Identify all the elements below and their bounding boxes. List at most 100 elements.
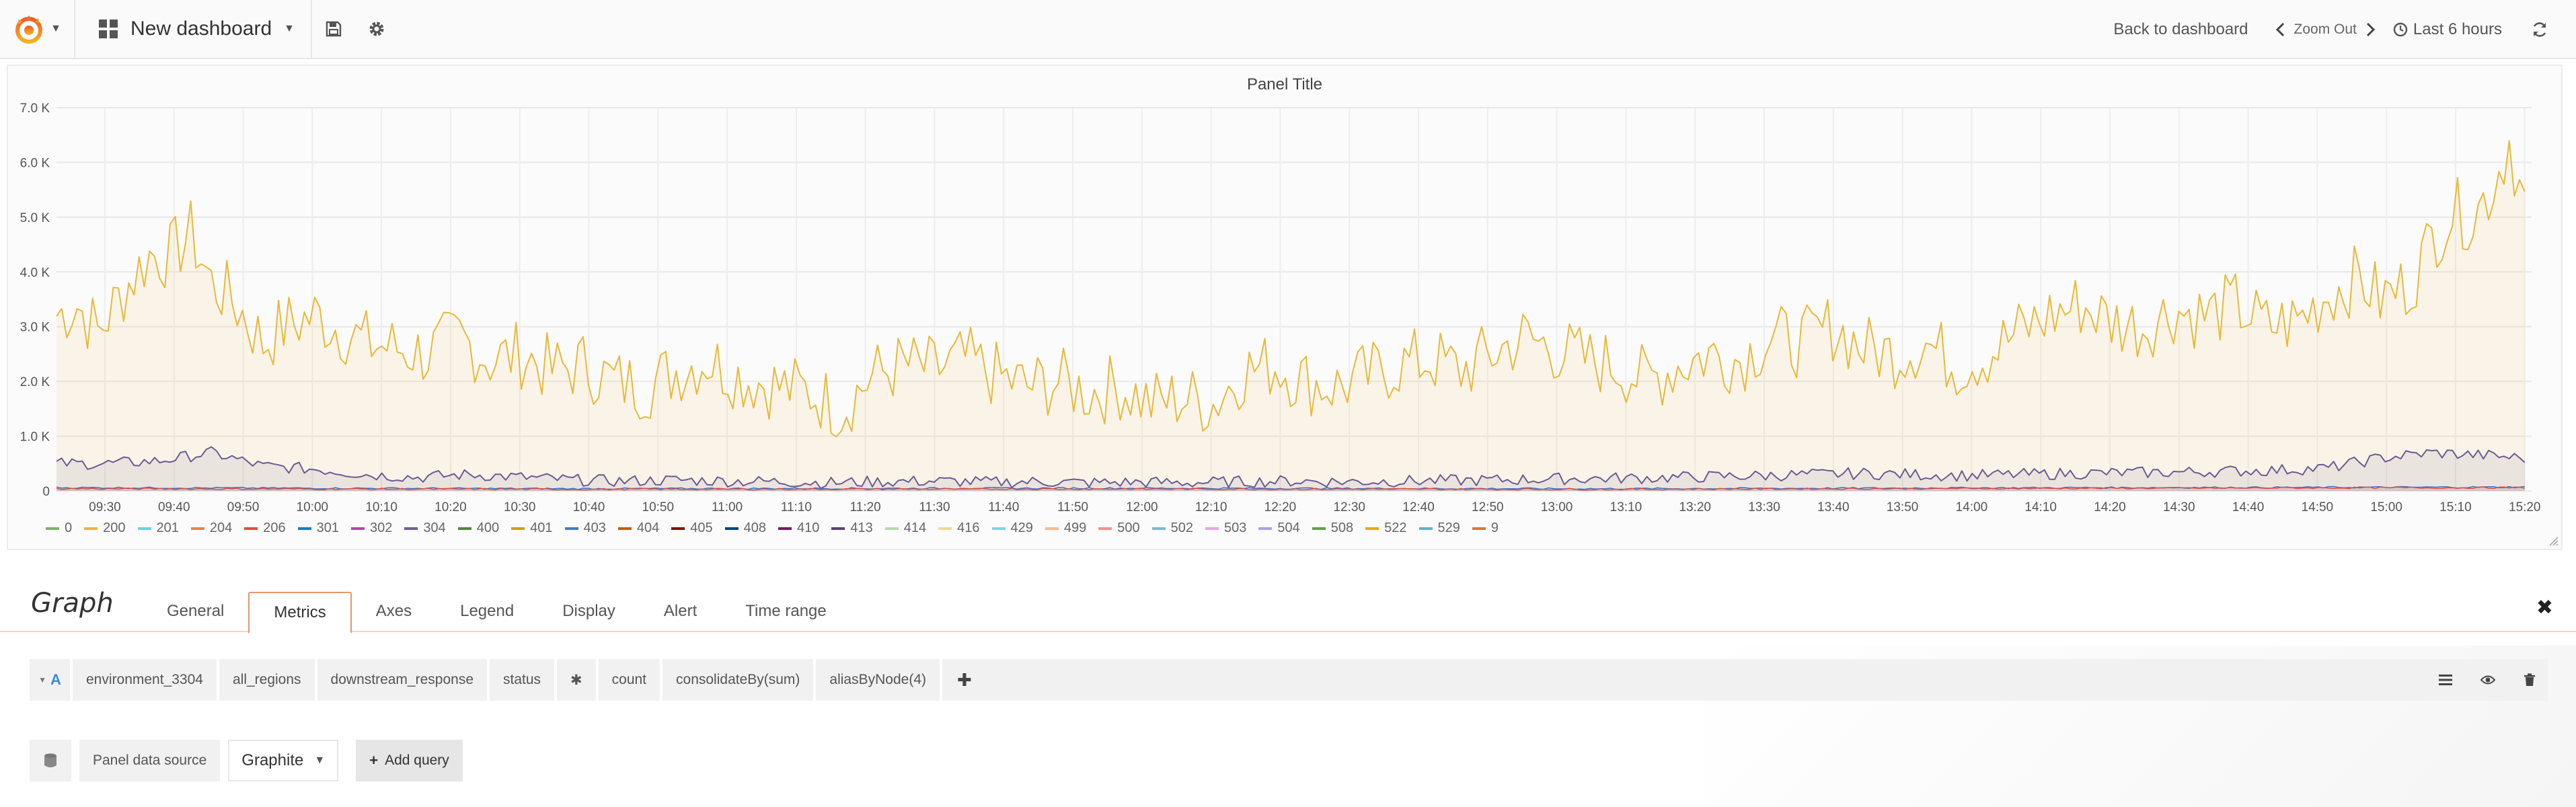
- query-segment[interactable]: environment_3304: [70, 659, 217, 701]
- legend-item[interactable]: 499: [1045, 521, 1086, 536]
- series-line-500: [56, 486, 2525, 491]
- legend-swatch: [1418, 527, 1433, 530]
- y-tick-label: 1.0 K: [20, 430, 50, 445]
- legend-item[interactable]: 504: [1258, 521, 1300, 536]
- legend-swatch: [46, 527, 59, 530]
- refresh-button[interactable]: [2518, 0, 2561, 59]
- legend-item[interactable]: 413: [831, 521, 873, 536]
- x-tick-label: 12:10: [1195, 500, 1227, 514]
- legend-swatch: [938, 527, 952, 530]
- query-ref-toggle[interactable]: ▼ A: [30, 671, 70, 689]
- trash-icon[interactable]: [2524, 673, 2536, 687]
- panel-title[interactable]: Panel Title: [1246, 75, 1323, 93]
- legend-swatch: [1098, 527, 1112, 530]
- legend-item[interactable]: 200: [84, 521, 126, 536]
- y-tick-label: 7.0 K: [20, 102, 50, 116]
- back-to-dashboard-link[interactable]: Back to dashboard: [2113, 20, 2248, 38]
- chevron-right-icon[interactable]: [2366, 22, 2376, 37]
- zoom-controls: Zoom Out: [2265, 22, 2386, 38]
- time-range-picker[interactable]: Last 6 hours: [2386, 20, 2518, 39]
- legend-item[interactable]: 416: [938, 521, 980, 536]
- dashboard-title-button[interactable]: New dashboard ▼: [75, 0, 312, 59]
- legend-item[interactable]: 410: [778, 521, 819, 536]
- add-query-button[interactable]: + Add query: [356, 740, 463, 781]
- x-tick-label: 10:00: [297, 500, 329, 514]
- legend-item[interactable]: 0: [46, 521, 72, 536]
- query-segment[interactable]: status: [487, 659, 555, 701]
- legend-label: 429: [1010, 521, 1033, 535]
- datasource-row: Panel data source Graphite ▼ + Add query: [30, 740, 463, 781]
- query-function[interactable]: consolidateBy(sum): [660, 659, 814, 701]
- top-navbar: ▼ New dashboard ▼ Back to dashboard Zoom…: [0, 0, 2576, 59]
- tab-metrics[interactable]: Metrics: [248, 592, 352, 633]
- zoom-out-button[interactable]: Zoom Out: [2294, 22, 2357, 37]
- legend-label: 410: [797, 521, 820, 535]
- legend-item[interactable]: 502: [1151, 521, 1193, 536]
- legend-item[interactable]: 500: [1098, 521, 1140, 536]
- tab-general[interactable]: General: [167, 602, 225, 620]
- legend-item[interactable]: 304: [404, 521, 446, 536]
- tab-time-range[interactable]: Time range: [745, 602, 827, 620]
- legend-item[interactable]: 522: [1365, 521, 1407, 536]
- tab-alert[interactable]: Alert: [663, 602, 697, 620]
- eye-icon[interactable]: [2480, 675, 2495, 685]
- graph-legend: 0 200 201 204 206 301 302 304 400 401 403 404 405 408…: [46, 521, 1511, 536]
- x-tick-label: 14:20: [2094, 500, 2126, 514]
- graph-chart[interactable]: 0 1.0 K 2.0 K 3.0 K 4.0 K 5.0 K 6.0 K 7.0 K 09:3…: [8, 66, 2561, 516]
- x-tick-label: 10:30: [504, 500, 536, 514]
- legend-swatch: [457, 527, 471, 530]
- legend-item[interactable]: 301: [297, 521, 339, 536]
- legend-item[interactable]: 403: [564, 521, 606, 536]
- add-function-button[interactable]: ✚: [940, 659, 987, 701]
- x-tick-label: 14:10: [2024, 500, 2057, 514]
- query-segment[interactable]: all_regions: [216, 659, 315, 701]
- legend-swatch: [244, 527, 258, 530]
- refresh-icon: [2533, 22, 2546, 37]
- legend-item[interactable]: 404: [617, 521, 659, 536]
- tab-display[interactable]: Display: [562, 602, 615, 620]
- tab-legend[interactable]: Legend: [460, 602, 515, 620]
- close-icon[interactable]: ✖: [2536, 597, 2553, 619]
- x-tick-label: 12:40: [1402, 500, 1435, 514]
- legend-item[interactable]: 429: [991, 521, 1033, 536]
- legend-item[interactable]: 405: [671, 521, 713, 536]
- x-tick-label: 11:40: [988, 500, 1019, 514]
- legend-item[interactable]: 206: [244, 521, 286, 536]
- legend-item[interactable]: 503: [1205, 521, 1246, 536]
- grafana-menu-button[interactable]: ▼: [0, 0, 75, 59]
- save-dashboard-button[interactable]: [312, 0, 355, 59]
- settings-button[interactable]: [355, 0, 398, 59]
- legend-label: 9: [1490, 521, 1499, 535]
- tab-axes[interactable]: Axes: [375, 602, 412, 620]
- x-tick-label: 12:50: [1472, 500, 1504, 514]
- legend-item[interactable]: 508: [1312, 521, 1353, 536]
- legend-item[interactable]: 401: [511, 521, 553, 536]
- x-tick-label: 09:50: [227, 500, 260, 514]
- legend-item[interactable]: 529: [1418, 521, 1460, 536]
- legend-item[interactable]: 204: [190, 521, 232, 536]
- legend-item[interactable]: 408: [724, 521, 766, 536]
- legend-item[interactable]: 201: [137, 521, 179, 536]
- resize-handle-icon[interactable]: [2549, 537, 2559, 546]
- legend-label: 301: [316, 521, 339, 535]
- menu-icon[interactable]: [2439, 674, 2452, 686]
- legend-label: 529: [1437, 521, 1460, 535]
- legend-swatch: [297, 527, 311, 530]
- query-segment[interactable]: ✱: [554, 659, 596, 701]
- legend-item[interactable]: 9: [1472, 521, 1499, 536]
- query-segment[interactable]: downstream_response: [314, 659, 487, 701]
- legend-label: 200: [103, 521, 126, 535]
- chevron-left-icon[interactable]: [2275, 22, 2285, 37]
- series-area-500: [56, 487, 2525, 491]
- legend-item[interactable]: 414: [884, 521, 926, 536]
- x-tick-label: 15:20: [2509, 500, 2541, 514]
- clock-icon: [2393, 22, 2408, 37]
- navbar-right-group: Back to dashboard Zoom Out Last 6 hours: [2097, 0, 2576, 59]
- series-area-200: [56, 141, 2525, 491]
- datasource-select[interactable]: Graphite ▼: [228, 740, 339, 781]
- query-function[interactable]: count: [595, 659, 660, 701]
- legend-item[interactable]: 302: [351, 521, 392, 536]
- x-tick-label: 11:30: [919, 500, 950, 514]
- legend-item[interactable]: 400: [457, 521, 499, 536]
- query-function[interactable]: aliasByNode(4): [813, 659, 940, 701]
